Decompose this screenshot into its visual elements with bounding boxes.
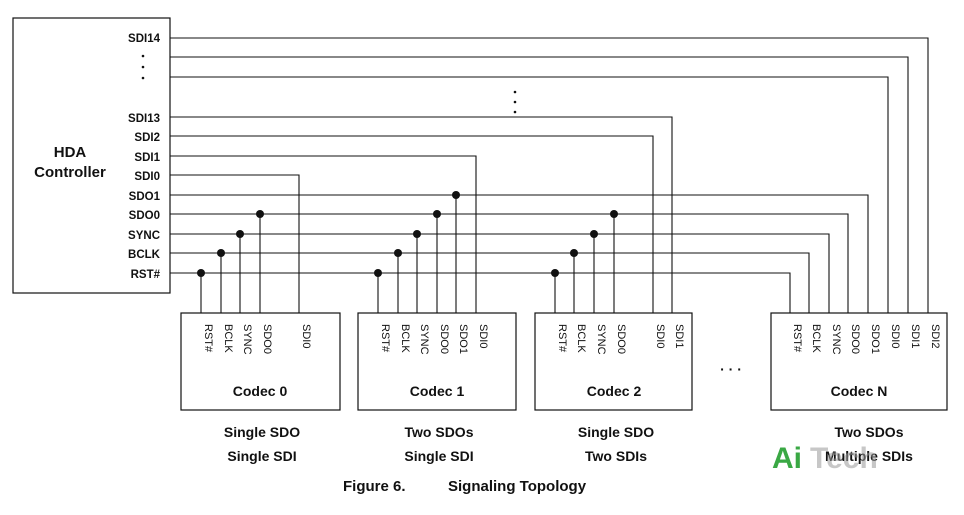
codec-0-pin-sync: SYNC — [241, 324, 253, 355]
pin-label-rst: RST# — [131, 269, 161, 281]
codec-1-box — [357, 312, 517, 411]
codec-n-caption-line1: Two SDOs — [835, 424, 904, 440]
codec-1-pin-rst: RST# — [379, 324, 391, 353]
codec-n: RST# BCLK SYNC SDO0 SDO1 SDI0 SDI1 SDI2 … — [770, 312, 948, 411]
wire-sdi2 — [170, 135, 654, 313]
codec-1-pin-sdo1: SDO1 — [457, 324, 469, 354]
codec-2-title: Codec 2 — [587, 383, 642, 399]
codec-1: RST# BCLK SYNC SDO0 SDO1 SDI0 Codec 1 — [357, 312, 517, 411]
codec-0-pin-bclk: BCLK — [222, 324, 234, 353]
codec-1-pin-bclk: BCLK — [399, 324, 411, 353]
codec-0-caption-line1: Single SDO — [224, 424, 300, 440]
codec-n-pin-sdi0: SDI0 — [889, 324, 901, 348]
codec-2-pin-sdi0: SDI0 — [654, 324, 666, 348]
wire-bclk — [170, 252, 810, 313]
codec-n-pin-bclk: BCLK — [810, 324, 822, 353]
codec-n-box — [770, 312, 948, 411]
controller-vertical-ellipsis — [141, 54, 145, 80]
pin-label-sdo0: SDO0 — [129, 210, 160, 222]
codec-0-pin-sdi0: SDI0 — [300, 324, 312, 348]
codec-2-pin-rst: RST# — [556, 324, 568, 353]
figure-title: Signaling Topology — [448, 478, 587, 495]
codec-2-pin-sdi1: SDI1 — [673, 324, 685, 348]
codec-n-pin-sync: SYNC — [830, 324, 842, 355]
codec-n-pin-sdo0: SDO0 — [849, 324, 861, 354]
codec-1-caption-line1: Two SDOs — [405, 424, 474, 440]
codec-0: RST# BCLK SYNC SDO0 SDI0 Codec 0 — [180, 312, 341, 411]
wire-sdi14 — [170, 37, 929, 313]
pin-label-bclk: BCLK — [128, 249, 161, 261]
wire-rst — [170, 272, 791, 313]
controller-title-line2: Controller — [34, 164, 106, 181]
figure-number: Figure 6. — [343, 478, 406, 495]
pin-label-sdi13: SDI13 — [128, 113, 160, 125]
wire-sdi-upper-b — [170, 76, 889, 313]
codec-n-pin-sdi2: SDI2 — [929, 324, 941, 348]
pin-label-sdo1: SDO1 — [129, 191, 161, 203]
pin-label-sdi1: SDI1 — [134, 152, 160, 164]
hda-controller-box — [12, 17, 171, 294]
codec-0-pin-rst: RST# — [202, 324, 214, 353]
pin-label-sdi2: SDI2 — [134, 132, 160, 144]
controller-title-line1: HDA — [54, 144, 87, 161]
wire-sync — [170, 233, 830, 313]
wire-sdi-upper-a — [170, 56, 909, 313]
codec-drops — [200, 195, 615, 313]
codec-2-caption-line1: Single SDO — [578, 424, 654, 440]
codec-0-pin-sdo0: SDO0 — [261, 324, 273, 354]
pin-label-sdi0: SDI0 — [134, 171, 160, 183]
codec-n-title: Codec N — [831, 383, 888, 399]
wire-sdo0 — [170, 213, 849, 313]
codec-0-box — [180, 312, 341, 411]
wire-sdi1 — [170, 155, 477, 313]
bus-vertical-ellipsis — [513, 90, 517, 114]
codec-n-pin-rst: RST# — [791, 324, 803, 353]
watermark-ai: Ai — [772, 442, 802, 475]
codec-1-pin-sdo0: SDO0 — [438, 324, 450, 354]
wire-sdi13 — [170, 116, 673, 313]
pin-label-sync: SYNC — [128, 230, 160, 242]
codec-1-pin-sdi0: SDI0 — [477, 324, 489, 348]
codec-2-pin-sdo0: SDO0 — [615, 324, 627, 354]
codec-2-pin-bclk: BCLK — [575, 324, 587, 353]
codec-2: RST# BCLK SYNC SDO0 SDI0 SDI1 Codec 2 — [534, 312, 693, 411]
codec-2-caption-line2: Two SDIs — [585, 448, 647, 464]
wire-sdi0 — [170, 174, 300, 313]
codec-0-title: Codec 0 — [233, 383, 288, 399]
junction-dots — [197, 191, 618, 277]
signal-wires — [170, 37, 929, 313]
watermark-tech: Tech — [810, 442, 878, 475]
codec-n-pin-sdo1: SDO1 — [869, 324, 881, 354]
codec-1-title: Codec 1 — [410, 383, 465, 399]
wire-sdo1 — [170, 194, 869, 313]
codec-ellipsis: · · · — [720, 361, 742, 377]
codec-0-caption-line2: Single SDI — [227, 448, 296, 464]
codec-1-caption-line2: Single SDI — [404, 448, 473, 464]
codec-1-pin-sync: SYNC — [418, 324, 430, 355]
codec-2-pin-sync: SYNC — [595, 324, 607, 355]
aitech-watermark: Ai Tech — [772, 442, 878, 475]
codec-n-pin-sdi1: SDI1 — [909, 324, 921, 348]
pin-label-sdi14: SDI14 — [128, 33, 161, 45]
codec-n-caption-line2: Multiple SDIs — [825, 448, 913, 464]
codec-2-box — [534, 312, 693, 411]
